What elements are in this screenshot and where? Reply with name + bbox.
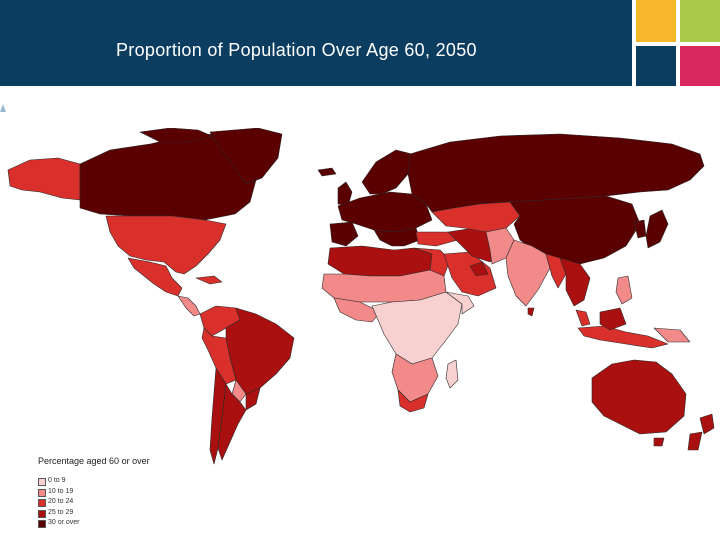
- region-greenland: [209, 128, 283, 185]
- legend-title: Percentage aged 60 or over: [38, 456, 150, 466]
- region-indochina: [559, 257, 591, 307]
- region-south-africa: [397, 389, 429, 413]
- region-scandinavia: [361, 149, 413, 195]
- accent-square-pink: [680, 46, 720, 86]
- title-banner: Proportion of Population Over Age 60, 20…: [0, 0, 632, 86]
- region-indonesia: [577, 325, 669, 349]
- region-png: [653, 327, 691, 343]
- region-west-europe: [337, 191, 433, 233]
- region-west-africa: [333, 297, 381, 323]
- region-new-zealand: [687, 413, 715, 451]
- legend-label: 20 to 24: [48, 498, 74, 505]
- region-iceland: [317, 167, 337, 177]
- region-uk: [337, 181, 353, 207]
- region-central-asia: [431, 201, 521, 233]
- region-korea: [633, 219, 647, 239]
- region-myanmar: [545, 253, 567, 289]
- region-russia: [407, 133, 705, 213]
- region-iberia: [329, 221, 359, 247]
- region-central-africa: [371, 291, 463, 365]
- accent-square-navy: [636, 46, 676, 86]
- region-tasmania: [653, 437, 665, 447]
- region-madagascar: [445, 359, 459, 389]
- region-uruguay: [245, 387, 261, 411]
- legend-label: 30 or over: [48, 519, 80, 526]
- region-north-africa: [327, 245, 433, 277]
- legend-label: 10 to 19: [48, 487, 74, 495]
- region-horn-africa: [445, 291, 475, 315]
- region-turkey: [415, 231, 459, 247]
- region-india: [505, 239, 551, 307]
- accent-square-yellow: [636, 0, 676, 42]
- region-caribbean: [195, 275, 223, 285]
- region-sri-lanka: [527, 307, 535, 317]
- region-australia: [591, 359, 687, 435]
- legend-swatch: [38, 499, 46, 507]
- region-andean-central: [201, 327, 237, 385]
- region-usa: [105, 215, 227, 275]
- slide-marker-icon: [0, 104, 6, 112]
- region-borneo: [599, 307, 627, 331]
- slide-title: Proportion of Population Over Age 60, 20…: [116, 40, 477, 60]
- legend-swatch: [38, 488, 46, 497]
- world-map: [0, 128, 720, 473]
- region-south-europe: [373, 227, 421, 247]
- accent-square-green: [680, 0, 720, 42]
- legend-swatch: [38, 520, 46, 528]
- region-philippines: [615, 275, 633, 305]
- region-malaysia: [575, 309, 591, 327]
- region-argentina: [217, 383, 247, 461]
- region-gulf: [469, 261, 489, 277]
- legend-swatch: [38, 509, 46, 518]
- region-alaska: [7, 157, 81, 201]
- map-legend: Percentage aged 60 or over 0 to 9 10 to 1…: [38, 456, 150, 528]
- region-central-america: [177, 295, 201, 317]
- legend-swatch: [38, 478, 46, 486]
- legend-label: 25 to 29: [48, 508, 74, 516]
- region-japan: [645, 209, 669, 249]
- region-china: [509, 195, 641, 265]
- legend-label: 0 to 9: [48, 477, 66, 484]
